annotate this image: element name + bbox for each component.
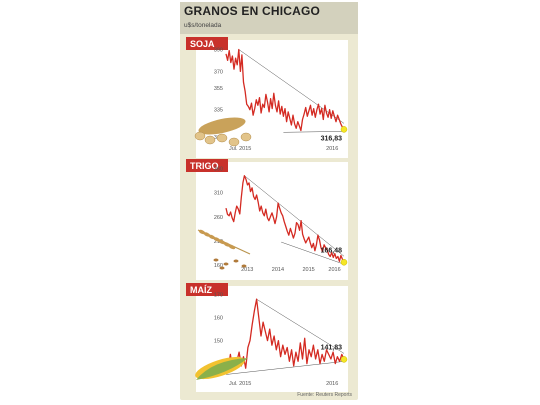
y-tick-label: 310 xyxy=(214,191,223,197)
trigo-chart: TRIGO 160 210 260 310 360 2013 2014 2015 2016 166,… xyxy=(186,159,348,280)
x-tick-label: 2016 xyxy=(328,267,340,273)
y-tick-label: 390 xyxy=(214,47,223,53)
y-tick-label: 160 xyxy=(214,263,223,269)
commodity-label: TRIGO xyxy=(190,161,219,171)
corn-icon xyxy=(195,356,248,380)
commodity-label-bg xyxy=(186,37,228,50)
trend-line xyxy=(281,241,345,265)
source-note: Fuente: Reuters Reports xyxy=(297,392,352,398)
last-value-label: 141,83 xyxy=(321,344,343,351)
y-tick-label: 170 xyxy=(214,293,223,299)
trend-line xyxy=(225,361,345,375)
y-tick-label: 360 xyxy=(214,166,223,172)
price-line xyxy=(225,298,345,372)
soybean-icon xyxy=(194,117,252,147)
y-tick-label: 355 xyxy=(214,86,223,92)
y-tick-label: 370 xyxy=(214,69,223,75)
last-value-marker xyxy=(340,259,348,266)
x-tick-label: 2016 xyxy=(326,381,338,387)
x-tick-label: 2016 xyxy=(326,146,338,152)
page-title: GRANOS EN CHICAGO xyxy=(184,4,320,18)
header-band xyxy=(180,2,358,34)
trend-line xyxy=(256,298,345,354)
unit-label: u$s/tonelada xyxy=(184,22,222,29)
x-tick-label: Jul. 2015 xyxy=(229,146,251,152)
last-value-label: 316,83 xyxy=(321,135,343,142)
trend-line xyxy=(244,175,345,257)
y-tick-label: 260 xyxy=(214,215,223,221)
commodity-label-bg xyxy=(186,159,228,172)
y-tick-label: 210 xyxy=(214,239,223,245)
y-tick-label: 335 xyxy=(214,108,223,114)
commodity-label: MAÍZ xyxy=(190,285,212,295)
price-line xyxy=(225,48,345,132)
x-tick-label: 2014 xyxy=(272,267,284,273)
y-tick-label: 150 xyxy=(214,339,223,345)
last-value-label: 166,48 xyxy=(321,247,343,254)
price-line xyxy=(225,175,345,263)
commodity-label-bg xyxy=(186,283,228,296)
chart-area xyxy=(196,162,348,280)
x-tick-label: 2013 xyxy=(241,267,253,273)
x-tick-label: 2015 xyxy=(302,267,314,273)
commodity-label: SOJA xyxy=(190,39,215,49)
y-tick-label: 160 xyxy=(214,316,223,322)
last-value-marker xyxy=(340,356,348,363)
x-tick-label: Jul. 2015 xyxy=(229,381,251,387)
wheat-icon xyxy=(197,229,251,270)
trend-line xyxy=(283,131,345,133)
last-value-marker xyxy=(340,126,348,133)
